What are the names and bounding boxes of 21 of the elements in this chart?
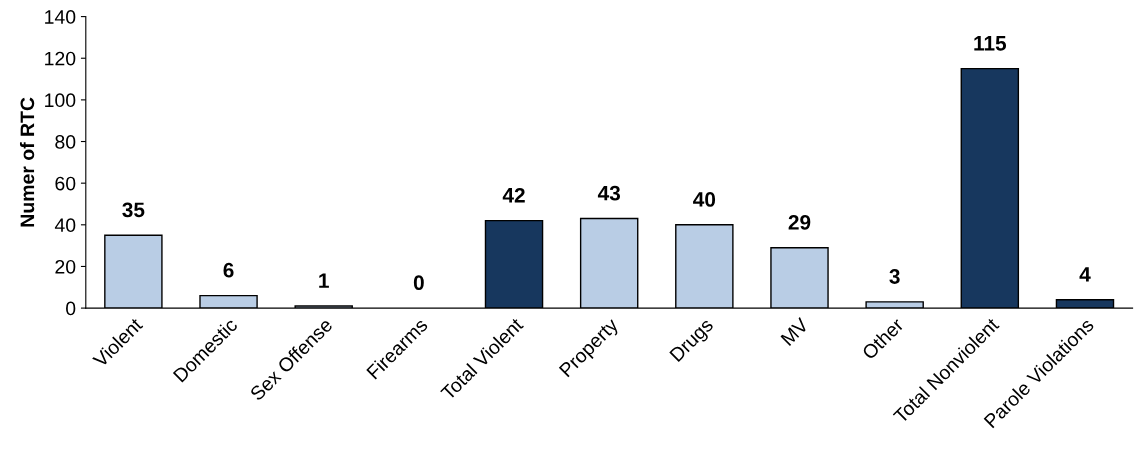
data-label: 1: [319, 273, 329, 288]
data-label: 3: [889, 269, 900, 284]
y-tick-label: 0: [66, 301, 76, 316]
y-tick-label: 20: [55, 259, 76, 274]
data-label: 115: [974, 36, 1007, 51]
y-tick-label: 40: [54, 218, 76, 233]
y-axis-title: Numer of RTC: [19, 97, 35, 227]
y-tick-label: 80: [55, 134, 76, 149]
data-label: 29: [788, 214, 811, 230]
data-label: 6: [223, 262, 234, 278]
y-tick-label: 140: [45, 10, 76, 24]
x-tick-label: MV: [780, 317, 810, 346]
data-label: 42: [502, 187, 525, 203]
y-tick-label: 100: [45, 93, 76, 108]
y-tick-label: 60: [55, 176, 76, 191]
data-label: 0: [413, 275, 424, 291]
y-tick-label: 120: [45, 51, 76, 66]
data-label: 4: [1079, 267, 1091, 282]
data-label: 35: [122, 202, 145, 218]
data-label: 43: [597, 185, 621, 201]
data-label: 40: [693, 192, 716, 207]
